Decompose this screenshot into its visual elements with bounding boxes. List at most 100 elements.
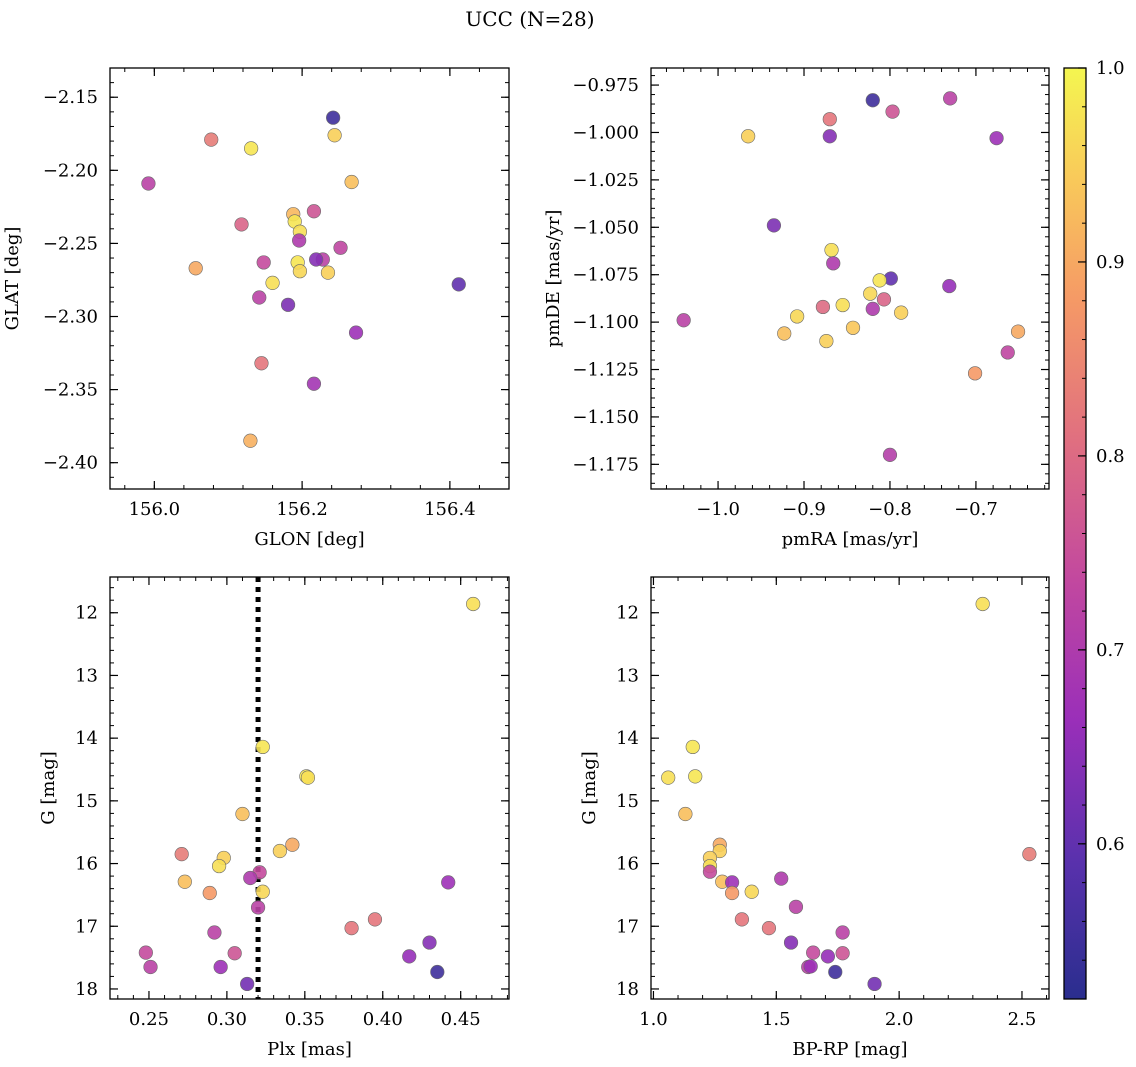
x-tick-label: 2.5 bbox=[1008, 1009, 1037, 1030]
data-point bbox=[845, 320, 861, 335]
y-tick-label: 18 bbox=[75, 979, 98, 1000]
data-point bbox=[280, 297, 296, 312]
data-point bbox=[138, 945, 153, 960]
data-point bbox=[213, 959, 228, 975]
y-tick-label: 12 bbox=[616, 603, 639, 624]
data-point bbox=[942, 278, 957, 294]
y-tick-label: 15 bbox=[75, 791, 98, 812]
data-point bbox=[975, 596, 990, 612]
data-point bbox=[894, 305, 909, 320]
data-point bbox=[1010, 324, 1026, 339]
data-point bbox=[734, 912, 750, 927]
data-point bbox=[826, 256, 841, 271]
y-tick-label: −2.40 bbox=[43, 453, 98, 474]
x-axis-label: BP-RP [mag] bbox=[792, 1039, 907, 1060]
data-point bbox=[828, 964, 843, 980]
data-point bbox=[272, 843, 287, 859]
data-point bbox=[766, 218, 782, 233]
panels: 156.0 156.2 156.4 −2.15 −2.20 −2.25 −2.30 −2.35… bbox=[2, 67, 1050, 1060]
data-point bbox=[326, 110, 341, 125]
data-point bbox=[265, 275, 280, 290]
data-point bbox=[212, 858, 227, 874]
data-point bbox=[803, 959, 818, 974]
data-point bbox=[688, 769, 703, 784]
data-point bbox=[451, 277, 466, 292]
data-point bbox=[244, 141, 259, 156]
data-point bbox=[882, 447, 898, 462]
data-point bbox=[712, 843, 727, 859]
data-point bbox=[243, 870, 258, 886]
y-tick-label: −2.35 bbox=[43, 380, 98, 401]
data-point bbox=[422, 935, 437, 950]
data-point bbox=[255, 884, 270, 899]
colorbar-tick-label: 0.6 bbox=[1096, 834, 1125, 855]
data-point bbox=[306, 204, 322, 219]
colorbar-tick-label: 1.0 bbox=[1096, 58, 1125, 79]
y-tick-label: −1.075 bbox=[572, 265, 639, 286]
data-point bbox=[255, 739, 270, 755]
data-point bbox=[250, 900, 266, 915]
data-point bbox=[744, 884, 759, 899]
data-point bbox=[777, 326, 792, 341]
panel-1: 156.0 156.2 156.4 −2.15 −2.20 −2.25 −2.30 −2.35… bbox=[2, 67, 510, 550]
data-point bbox=[466, 596, 481, 612]
data-point bbox=[348, 325, 364, 340]
data-point bbox=[1022, 847, 1037, 862]
y-tick-label: −1.175 bbox=[572, 454, 639, 475]
data-point bbox=[741, 129, 756, 144]
data-point bbox=[306, 376, 322, 391]
colorbar-tick-label: 0.7 bbox=[1096, 640, 1125, 661]
data-point bbox=[824, 242, 839, 258]
panel-4: 1.0 1.5 2.0 2.5 12 13 14 15 16 17 18 BP-RP [mag] G [… bbox=[579, 576, 1050, 1060]
data-point bbox=[1000, 345, 1015, 360]
y-tick-label: −1.150 bbox=[572, 407, 639, 428]
y-tick-label: −1.125 bbox=[572, 360, 639, 381]
x-tick-label: 0.25 bbox=[129, 1009, 169, 1030]
y-tick-label: −1.100 bbox=[572, 312, 639, 333]
x-tick-label: 2.0 bbox=[885, 1009, 914, 1030]
y-tick-label: 18 bbox=[616, 979, 639, 1000]
y-tick-label: 14 bbox=[616, 728, 639, 749]
data-point bbox=[867, 976, 882, 992]
y-tick-label: 13 bbox=[616, 665, 639, 686]
data-point bbox=[989, 131, 1004, 146]
data-point bbox=[835, 297, 850, 313]
colorbar-tick-label: 0.8 bbox=[1096, 446, 1125, 467]
data-point bbox=[822, 129, 837, 144]
y-axis-label: pmDE [mas/yr] bbox=[543, 210, 564, 348]
data-point bbox=[188, 261, 203, 276]
y-tick-label: 16 bbox=[75, 854, 98, 875]
data-point bbox=[174, 847, 189, 862]
data-point bbox=[788, 899, 804, 914]
data-point bbox=[676, 313, 691, 328]
y-tick-label: 16 bbox=[616, 854, 639, 875]
axes-frame bbox=[650, 67, 1050, 490]
y-tick-label: −2.20 bbox=[43, 160, 98, 181]
y-tick-label: −2.25 bbox=[43, 233, 98, 254]
data-point bbox=[885, 104, 900, 119]
data-point bbox=[820, 949, 835, 964]
data-point bbox=[790, 309, 805, 324]
colorbar: 0.6 0.7 0.8 0.9 1.0 bbox=[1063, 58, 1125, 1000]
data-point bbox=[661, 770, 676, 785]
colorbar-tick-label: 0.9 bbox=[1096, 252, 1125, 273]
x-tick-label: 156.4 bbox=[424, 499, 476, 520]
data-point bbox=[177, 874, 192, 889]
data-point bbox=[235, 806, 250, 822]
x-tick-label: 0.35 bbox=[285, 1009, 325, 1030]
data-point bbox=[243, 433, 258, 448]
figure-title: UCC (N=28) bbox=[465, 7, 594, 31]
axes-frame bbox=[650, 576, 1050, 1000]
y-axis-label: G [mag] bbox=[579, 751, 600, 824]
data-point bbox=[815, 299, 831, 315]
data-point bbox=[876, 292, 892, 307]
data-point bbox=[441, 875, 456, 890]
data-point bbox=[872, 273, 887, 288]
data-point bbox=[344, 921, 359, 936]
data-point bbox=[292, 264, 307, 279]
y-tick-label: 12 bbox=[75, 603, 98, 624]
y-axis-label: GLAT [deg] bbox=[2, 227, 23, 331]
x-tick-label: −0.7 bbox=[954, 499, 998, 520]
data-point bbox=[835, 946, 850, 961]
